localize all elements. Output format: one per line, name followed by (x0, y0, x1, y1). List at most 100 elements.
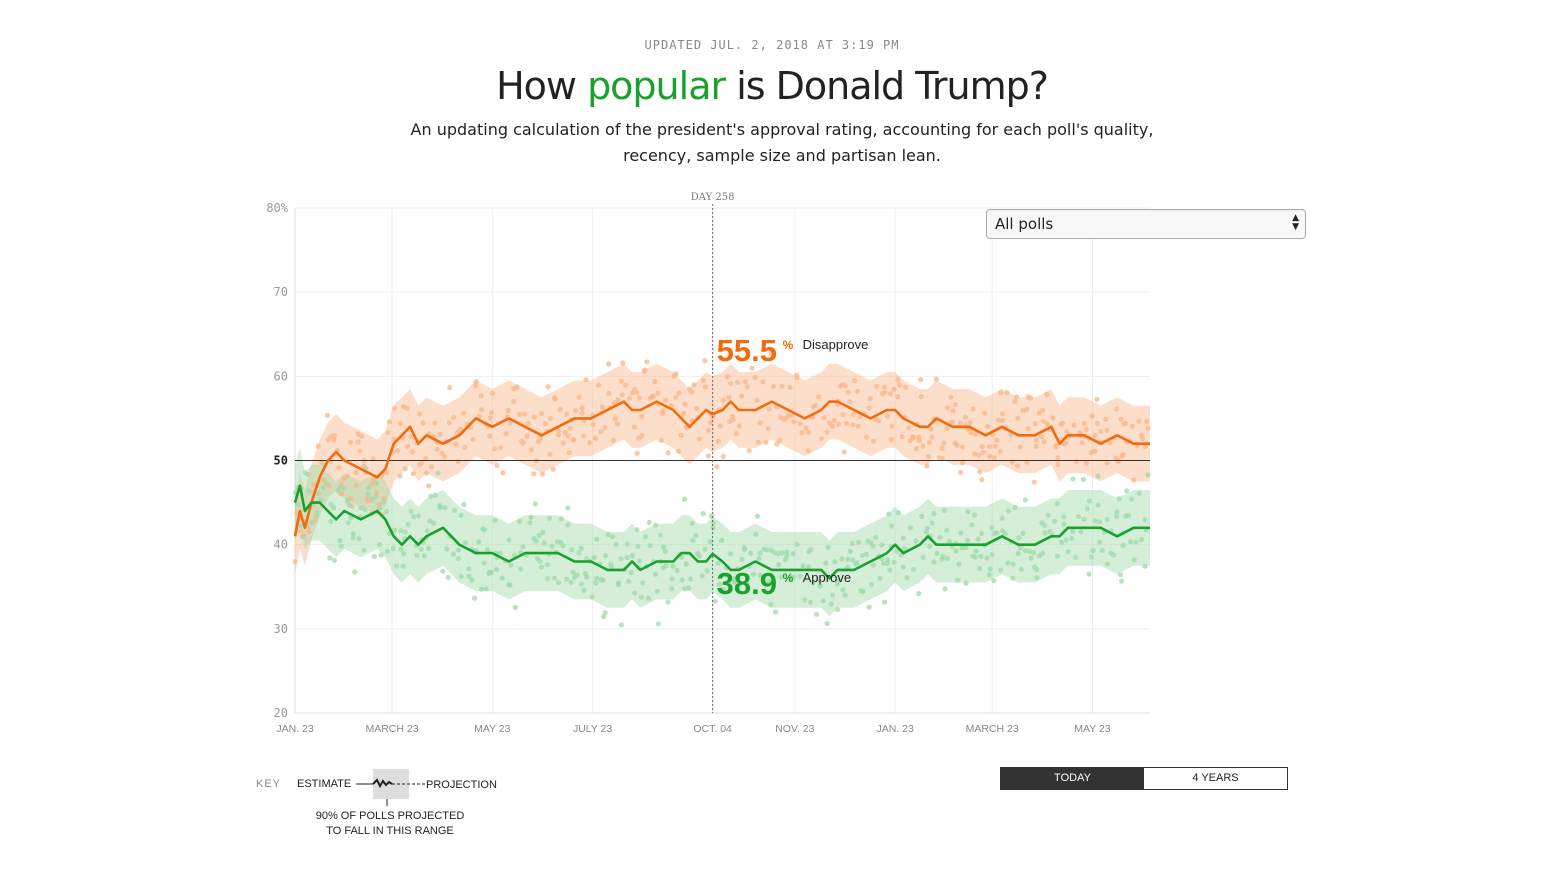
disapprove-poll-dot (503, 431, 509, 437)
approve-poll-dot (817, 583, 823, 589)
disapprove-poll-dot (706, 427, 712, 433)
approve-poll-dot (536, 532, 542, 538)
y-tick-label: 80% (266, 201, 288, 215)
approve-poll-dot (757, 572, 763, 578)
disapprove-poll-dot (799, 430, 805, 436)
disapprove-poll-dot (888, 437, 894, 443)
approve-poll-dot (1023, 548, 1029, 554)
approve-poll-dot (476, 539, 482, 545)
series-line-layer (293, 400, 1150, 580)
disapprove-poll-dot (462, 444, 468, 450)
disapprove-poll-dot (924, 463, 930, 469)
approve-poll-dot (810, 580, 816, 586)
disapprove-poll-dot (615, 397, 621, 403)
disapprove-poll-dot (552, 396, 558, 402)
approve-poll-dot (979, 530, 985, 537)
disapprove-poll-dot (1131, 477, 1137, 483)
approve-poll-dot (941, 507, 948, 514)
disapprove-poll-dot (339, 491, 345, 497)
toggle-today-button[interactable]: TODAY (1001, 768, 1144, 789)
approve-poll-dot (600, 577, 606, 583)
disapprove-poll-dot (487, 433, 493, 439)
disapprove-poll-dot (797, 421, 803, 427)
disapprove-poll-dot (749, 365, 755, 371)
approve-poll-dot (699, 573, 705, 579)
approve-poll-dot (840, 587, 846, 593)
approve-poll-dot (1133, 539, 1139, 545)
disapprove-poll-dot (967, 420, 973, 426)
disapprove-poll-dot (847, 399, 853, 405)
disapprove-poll-dot (884, 413, 891, 419)
approve-poll-dot (854, 560, 860, 566)
disapprove-poll-dot (489, 390, 496, 396)
approve-poll-dot (657, 532, 664, 538)
approve-poll-dot (564, 576, 570, 583)
approve-poll-dot (538, 564, 545, 570)
approve-poll-dot (1017, 545, 1024, 551)
approve-poll-dot (791, 574, 797, 580)
disapprove-poll-dot (705, 453, 711, 459)
approve-poll-dot (421, 553, 427, 559)
disapprove-poll-dot (418, 460, 425, 466)
approve-poll-dot (578, 581, 585, 587)
approve-poll-dot (719, 537, 725, 543)
approve-poll-dot (860, 589, 866, 595)
approve-poll-dot (1113, 513, 1120, 520)
disapprove-poll-dot (383, 470, 390, 476)
disapprove-poll-dot (787, 384, 793, 390)
approve-poll-dot (888, 523, 895, 529)
approve-poll-dot (398, 528, 404, 534)
approve-poll-dot (520, 544, 526, 550)
approve-poll-dot (877, 575, 883, 581)
disapprove-poll-dot (1004, 390, 1010, 396)
disapprove-poll-dot (734, 379, 741, 385)
disapprove-poll-dot (655, 390, 661, 396)
disapprove-poll-dot (681, 411, 687, 417)
approve-poll-dot (775, 551, 781, 557)
approve-poll-dot (808, 546, 814, 553)
approve-poll-dot (306, 488, 312, 494)
disapprove-poll-dot (939, 445, 945, 451)
disapprove-poll-dot (598, 429, 604, 435)
approve-poll-dot (341, 485, 347, 491)
title-prefix: How (496, 64, 588, 108)
approve-poll-dot (432, 492, 438, 498)
approve-poll-dot (327, 555, 333, 561)
approve-poll-dot (710, 520, 717, 526)
disapprove-poll-dot (602, 425, 608, 431)
approve-poll-dot (452, 507, 458, 513)
toggle-four-years-button[interactable]: 4 YEARS (1144, 768, 1287, 789)
approve-poll-dot (771, 583, 777, 589)
approve-poll-dot (569, 547, 575, 553)
disapprove-poll-dot (592, 435, 598, 441)
approve-poll-dot (346, 502, 352, 508)
approve-poll-dot (549, 543, 555, 549)
approve-poll-dot (442, 505, 448, 511)
disapprove-poll-dot (960, 444, 966, 450)
disapprove-poll-dot (562, 430, 568, 436)
disapprove-poll-dot (1060, 420, 1066, 426)
approve-poll-dot (594, 575, 600, 581)
key-range-line-2: TO FALL IN THIS RANGE (326, 825, 454, 837)
disapprove-poll-dot (408, 434, 414, 440)
disapprove-poll-dot (1107, 440, 1113, 446)
approve-poll-dot (683, 561, 689, 567)
disapprove-poll-dot (763, 439, 769, 445)
disapprove-poll-dot (933, 376, 940, 382)
approve-poll-dot (753, 531, 759, 537)
disapprove-poll-dot (972, 451, 978, 457)
approve-poll-dot (1086, 498, 1092, 504)
approve-poll-dot (885, 560, 891, 567)
approve-poll-dot (894, 548, 900, 554)
poll-filter-select[interactable]: All polls ▲ ▼ (986, 209, 1306, 239)
disapprove-poll-dot (623, 382, 629, 388)
approve-poll-dot (1020, 530, 1026, 537)
approve-poll-dot (594, 536, 600, 542)
approve-poll-dot (416, 513, 422, 519)
disapprove-poll-dot (836, 421, 842, 427)
disapprove-poll-dot (1081, 420, 1087, 426)
approve-poll-dot (700, 510, 706, 517)
disapprove-poll-dot (826, 420, 833, 426)
approve-poll-dot (900, 564, 906, 570)
disapprove-poll-dot (652, 378, 658, 385)
